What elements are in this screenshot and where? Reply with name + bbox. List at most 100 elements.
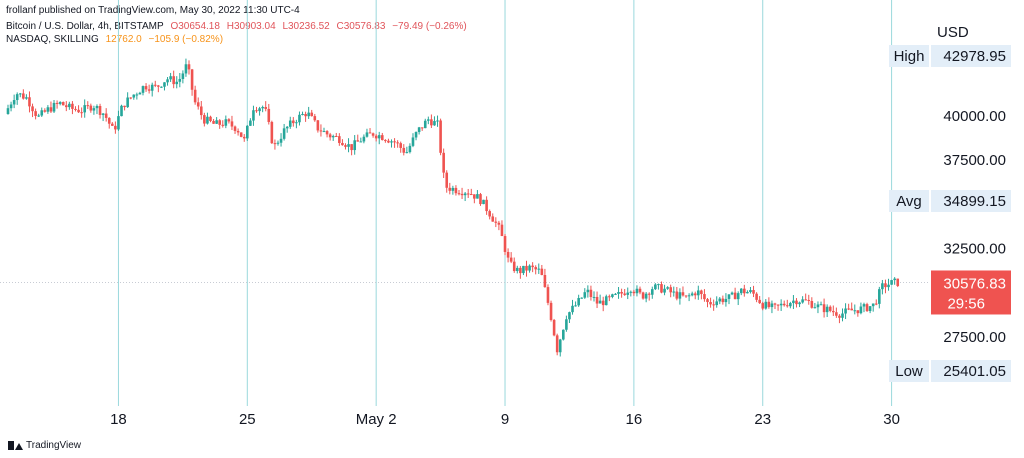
candle-body [675, 291, 679, 299]
candle-body [380, 135, 384, 141]
close-value: C30576.83 [336, 21, 386, 32]
low-value: L30236.52 [282, 21, 330, 32]
candle-body [822, 304, 826, 313]
candle-body [795, 300, 798, 305]
candle-body [279, 138, 283, 143]
candle-body [512, 261, 516, 272]
high-label: High [894, 48, 925, 65]
candle-body [169, 76, 172, 80]
candle-body [405, 152, 409, 154]
y-tick-label: 27500.00 [943, 329, 1006, 346]
candle-body [500, 224, 504, 237]
candle-body [469, 194, 473, 196]
candle-body [878, 289, 881, 304]
candle-body [209, 116, 212, 121]
tradingview-icon [8, 441, 23, 450]
avg-value-box [931, 190, 1011, 212]
candle-body [227, 119, 231, 122]
candle-body [657, 284, 660, 286]
candle-body [528, 265, 531, 271]
candle-body [74, 108, 77, 110]
candle-body [89, 105, 93, 111]
candle-body [779, 303, 783, 306]
candle-body [749, 290, 752, 293]
candle-body [353, 140, 356, 151]
candle-body [736, 293, 740, 300]
candle-body [95, 106, 99, 109]
low-label: Low [895, 363, 923, 380]
candle-body [871, 303, 875, 307]
ohlc-row: Bitcoin / U.S. Dollar, 4h, BITSTAMP O306… [6, 21, 471, 32]
candle-body [58, 102, 62, 104]
candle-body [457, 193, 461, 195]
candle-body [491, 216, 495, 222]
candle-body [28, 97, 31, 107]
candle-body [37, 115, 40, 117]
candle-body [874, 303, 878, 305]
candle-body [776, 304, 780, 306]
candle-body [365, 132, 369, 137]
candle-body [844, 308, 847, 314]
candle-body [850, 308, 854, 311]
candle-body [331, 135, 335, 138]
candle-body [798, 302, 801, 305]
candle-body [755, 293, 758, 300]
candle-body [730, 292, 734, 295]
candle-body [831, 310, 835, 313]
low-value: 25401.05 [943, 363, 1006, 380]
candle-body [310, 112, 314, 117]
candle-body [758, 299, 761, 304]
tradingview-logo[interactable]: TradingView [8, 440, 81, 451]
candle-body [187, 64, 191, 70]
candle-body [865, 304, 869, 312]
high-value: H30903.04 [226, 21, 276, 32]
candle-body [80, 112, 83, 114]
candle-body [678, 292, 682, 299]
x-tick-label: 23 [754, 411, 771, 428]
candle-body [801, 299, 804, 303]
candle-body [427, 119, 430, 121]
candle-body [135, 94, 139, 96]
candle-body [555, 335, 559, 353]
candle-body [132, 94, 136, 98]
candle-body [83, 105, 87, 113]
candle-body [807, 299, 811, 301]
candle-body [147, 89, 151, 91]
nasdaq-row: NASDAQ, SKILLING 12762.0 −105.9 (−0.82%) [6, 34, 227, 45]
candle-body [258, 108, 261, 112]
candle-body [55, 102, 59, 104]
candle-body [506, 251, 510, 258]
candle-body [562, 329, 565, 340]
x-tick-label: 30 [883, 411, 900, 428]
candle-body [374, 135, 378, 139]
candle-body [552, 319, 556, 336]
candle-body [868, 306, 872, 312]
candle-body [436, 120, 439, 122]
candle-body [540, 268, 544, 276]
candle-body [166, 79, 169, 83]
nasdaq-value: 12762.0 [105, 34, 142, 45]
candle-body [86, 105, 90, 107]
candle-body [264, 106, 268, 109]
candle-body [423, 120, 427, 129]
candle-body [712, 304, 715, 306]
candle-body [583, 292, 587, 298]
candle-body [568, 312, 571, 320]
candle-body [733, 292, 737, 300]
candle-body [362, 136, 366, 142]
candle-body [196, 102, 200, 107]
candle-body [368, 132, 372, 134]
candle-body [190, 69, 194, 90]
candle-body [589, 289, 593, 298]
candle-body [476, 194, 479, 199]
candle-body [104, 113, 108, 118]
high-value: 42978.95 [943, 48, 1006, 65]
candle-body [451, 187, 455, 191]
candle-body [107, 117, 111, 124]
candle-body [893, 278, 896, 281]
candle-body [666, 287, 669, 289]
candle-body [519, 267, 522, 274]
candle-body [525, 265, 528, 271]
candle-body [773, 303, 777, 305]
